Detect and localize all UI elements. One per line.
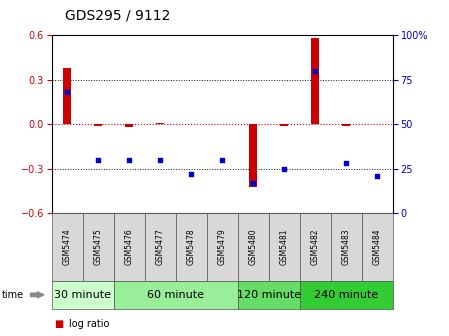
Text: GSM5483: GSM5483 bbox=[342, 228, 351, 265]
Bar bbox=[281, 124, 288, 126]
Point bbox=[374, 173, 381, 179]
Text: 240 minute: 240 minute bbox=[314, 290, 379, 300]
Text: GSM5479: GSM5479 bbox=[218, 228, 227, 265]
Text: GSM5482: GSM5482 bbox=[311, 229, 320, 265]
Point bbox=[250, 180, 257, 186]
Text: GDS295 / 9112: GDS295 / 9112 bbox=[65, 8, 171, 23]
Text: ■: ■ bbox=[54, 319, 63, 329]
Text: 30 minute: 30 minute bbox=[54, 290, 111, 300]
Point bbox=[95, 157, 102, 163]
Point bbox=[343, 161, 350, 166]
Point bbox=[157, 157, 164, 163]
Text: 60 minute: 60 minute bbox=[147, 290, 204, 300]
Text: time: time bbox=[2, 290, 24, 300]
Point bbox=[219, 157, 226, 163]
Text: GSM5484: GSM5484 bbox=[373, 228, 382, 265]
Bar bbox=[249, 124, 257, 187]
Point bbox=[188, 171, 195, 177]
Bar bbox=[94, 124, 102, 126]
Bar bbox=[63, 68, 71, 124]
Point bbox=[64, 90, 71, 95]
Text: GSM5474: GSM5474 bbox=[63, 228, 72, 265]
Text: GSM5481: GSM5481 bbox=[280, 229, 289, 265]
Bar bbox=[156, 123, 164, 124]
Text: GSM5480: GSM5480 bbox=[249, 228, 258, 265]
Text: 120 minute: 120 minute bbox=[237, 290, 301, 300]
Bar bbox=[125, 124, 133, 127]
Text: GSM5475: GSM5475 bbox=[94, 228, 103, 265]
Text: log ratio: log ratio bbox=[69, 319, 109, 329]
Bar bbox=[312, 38, 319, 124]
Point bbox=[126, 157, 133, 163]
Text: GSM5476: GSM5476 bbox=[125, 228, 134, 265]
Point bbox=[312, 68, 319, 74]
Bar bbox=[343, 124, 350, 126]
Text: GSM5477: GSM5477 bbox=[156, 228, 165, 265]
Text: GSM5478: GSM5478 bbox=[187, 228, 196, 265]
Point bbox=[281, 166, 288, 171]
